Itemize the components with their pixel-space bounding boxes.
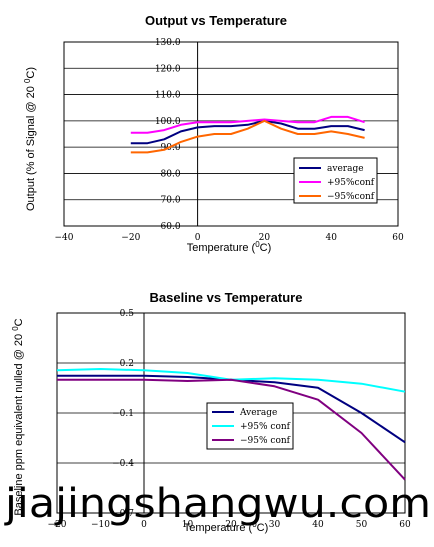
c2-y-tick-label: 0.5 (120, 309, 135, 319)
c1-y-tick-label: 130.0 (155, 38, 181, 48)
c1-y-tick-label: 120.0 (155, 64, 181, 74)
chart-1-title: Output vs Temperature (145, 13, 287, 28)
chart-1-ylabel-sup: 0 (23, 78, 32, 83)
c1-series-line (130, 115, 365, 134)
c2-y-tick-label: −0.1 (112, 409, 134, 419)
chart-2-legend-items: Average +95% conf −95% conf (212, 408, 291, 446)
chart-2: Baseline vs Temperature −0.7 −0.4 −0.1 0.2 0… (4, 290, 431, 534)
c1-y-tick-label: 110.0 (155, 91, 181, 101)
chart-2-series (56, 368, 406, 481)
c1-series-line (130, 119, 365, 145)
c2-y-tick-label: 0.2 (120, 359, 134, 369)
c2-legend-label: −95% conf (240, 436, 291, 446)
chart-1-x-axis-label: Temperature (0C) (187, 240, 272, 254)
chart-1-legend: average +95%conf −95%conf (293, 157, 378, 204)
c1-x-tick-label: 40 (325, 233, 337, 243)
c2-legend-label: Average (239, 408, 277, 418)
chart-1-xlabel-sup: 0 (255, 240, 260, 249)
chart-1-plot-frame (63, 41, 399, 227)
c2-y-tick-label: −0.4 (112, 459, 134, 469)
chart-2-title: Baseline vs Temperature (150, 290, 303, 305)
c1-y-tick-label: 60.0 (161, 222, 181, 232)
chart-2-xlabel-unit: C) (257, 522, 269, 534)
chart-1-xlabel-unit: C) (260, 242, 272, 254)
chart-1-y-axis-label: Output (% of Signal @ 20 0C) (23, 67, 37, 211)
chart-1-legend-items: average +95%conf −95%conf (299, 164, 375, 202)
c1-series-line (130, 119, 365, 154)
c2-x-tick-label: 60 (399, 520, 411, 530)
chart-2-y-tick-labels: −0.7 −0.4 −0.1 0.2 0.5 (112, 309, 134, 519)
c2-x-tick-label: 40 (312, 520, 324, 530)
chart-1-series (130, 115, 365, 154)
c1-y-tick-label: 70.0 (161, 196, 181, 206)
chart-2-ylabel-sup: 0 (11, 326, 20, 331)
c2-x-tick-label: 20 (225, 520, 237, 530)
chart-1-ylabel-unit: C) (25, 67, 37, 79)
chart-2-ylabel-unit: C (13, 318, 25, 326)
c2-legend-label: +95% conf (240, 422, 291, 432)
c1-y-tick-label: 90.0 (161, 143, 181, 153)
c1-x-tick-label: −20 (121, 233, 140, 243)
c1-y-tick-label: 100.0 (155, 117, 181, 127)
c1-x-tick-label: −40 (55, 233, 74, 243)
chart-2-legend: Average +95% conf −95% conf (206, 402, 294, 450)
c1-legend-label: average (327, 164, 364, 174)
c1-x-tick-label: 60 (392, 233, 404, 243)
chart-2-xlabel-sup: 0 (252, 520, 257, 529)
c2-y-tick-label: −0.7 (112, 509, 134, 519)
c2-x-tick-label: −20 (48, 520, 67, 530)
c2-x-tick-label: 0 (141, 520, 147, 530)
chart-2-y-axis-label: Baseline ppm equivalent nulled @ 20 0C (11, 318, 25, 515)
c2-series-line (57, 378, 406, 481)
c2-x-tick-label: 10 (182, 520, 194, 530)
c1-legend-label: +95%conf (327, 178, 375, 188)
chart-1: Output vs Temperature 60.0 70.0 80.0 90.0 10… (23, 13, 404, 254)
c2-x-tick-label: 50 (356, 520, 368, 530)
c2-x-tick-label: −10 (91, 520, 110, 530)
chart-2-x-axis-label: Temperature (0C) (184, 520, 269, 534)
chart-2-x-tick-labels: −20 −10 0 10 20 30 40 50 60 (48, 520, 411, 530)
c2-x-tick-label: 30 (269, 520, 281, 530)
watermark-text: jiajingshangwu.com (4, 481, 431, 527)
c1-legend-label: −95%conf (327, 192, 375, 202)
c1-x-tick-label: 20 (259, 233, 271, 243)
chart-1-y-tick-labels: 60.0 70.0 80.0 90.0 100.0 110.0 120.0 130.0 (155, 38, 181, 232)
chart-1-x-tick-labels: −40 −20 0 20 40 60 (55, 233, 404, 243)
c1-x-tick-label: 0 (195, 233, 201, 243)
c1-y-tick-label: 80.0 (161, 169, 181, 179)
